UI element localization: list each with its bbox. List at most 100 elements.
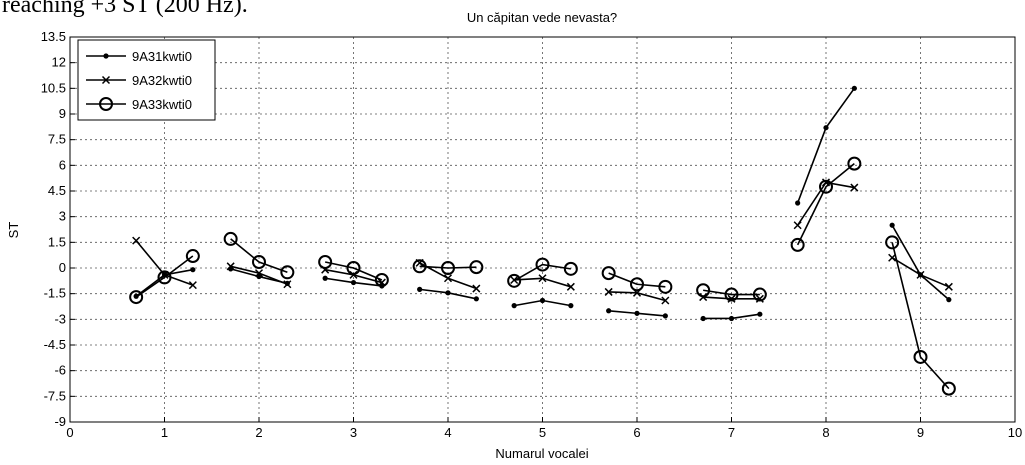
y-tick-label: -3 [54,311,66,326]
marker [322,275,328,281]
marker [101,75,111,85]
y-tick-label: -7.5 [44,388,66,403]
x-tick-label: 7 [728,425,735,440]
x-tick-label: 8 [822,425,829,440]
marker [132,236,141,245]
marker [318,255,333,270]
marker [472,284,481,293]
marker [913,349,928,364]
marker [946,297,952,303]
x-tick-label: 6 [633,425,640,440]
series-line [135,163,950,390]
marker [417,286,423,292]
marker [129,290,144,305]
y-tick-label: 1.5 [48,234,66,249]
chart-title: Un căpitan vede nevasta? [467,10,617,25]
marker [823,125,829,131]
y-tick-label: 13.5 [41,29,66,44]
marker [941,381,956,396]
page-fragment: reaching +3 ST (200 Hz). [2,0,248,18]
marker [252,255,266,270]
legend-label: 9A33kwti0 [132,97,192,112]
marker [847,156,862,171]
marker [819,179,833,194]
marker [443,274,453,283]
x-tick-label: 0 [66,425,73,440]
y-tick-label: 7.5 [48,132,66,147]
marker [752,287,767,302]
marker [604,287,613,296]
y-tick-label: -6 [54,363,66,378]
x-tick-label: 1 [161,425,168,440]
marker [662,313,668,319]
marker [538,274,547,283]
y-tick-label: 0 [59,260,66,275]
x-tick-label: 10 [1008,425,1022,440]
marker [507,273,522,288]
marker [850,183,859,192]
marker [634,310,640,316]
marker [223,231,238,246]
plot-frame [69,36,1016,423]
marker [727,294,736,303]
marker [795,200,801,206]
marker [568,303,574,309]
marker [185,249,200,264]
y-tick-label: 10.5 [41,80,66,95]
x-tick-label: 9 [917,425,924,440]
legend-label: 9A31kwti0 [132,49,192,64]
marker [601,266,616,281]
y-tick-label: 6 [59,157,66,172]
marker [280,265,295,280]
marker [473,296,479,302]
x-tick-label: 4 [444,425,451,440]
y-tick-label: 9 [59,106,66,121]
marker [755,294,764,303]
marker [188,281,197,290]
marker [888,253,897,262]
marker [790,237,805,252]
marker [916,270,925,279]
marker [606,308,612,314]
marker [700,315,706,322]
y-tick-label: 3 [59,209,66,224]
marker [696,283,711,298]
legend-label: 9A32kwti0 [132,73,192,88]
marker [535,257,550,272]
marker [661,296,670,305]
y-axis-label: ST [6,222,21,239]
x-tick-label: 5 [539,425,546,440]
marker [283,280,292,289]
marker [889,222,895,228]
marker [793,221,802,230]
marker [851,85,857,91]
x-axis-label: Numarul vocalei [495,446,588,461]
y-tick-label: -9 [54,414,66,429]
marker [630,277,644,292]
y-tick-label: 12 [52,55,66,70]
marker [103,53,109,59]
y-tick-label: 4.5 [48,183,66,198]
marker [539,297,546,304]
marker [441,261,455,275]
x-tick-label: 2 [255,425,262,440]
marker [374,272,389,287]
marker [511,303,517,309]
y-tick-label: -1.5 [44,286,66,301]
marker [190,267,196,273]
marker [469,260,484,275]
marker [445,290,451,296]
marker [350,279,357,286]
marker [724,287,739,302]
y-tick-label: -4.5 [44,337,66,352]
marker [658,279,673,294]
marker [885,235,900,250]
marker [254,269,264,278]
marker [757,311,763,317]
marker [944,282,953,291]
marker [412,259,427,274]
marker [563,261,578,276]
marker [226,262,235,271]
marker [728,315,735,322]
